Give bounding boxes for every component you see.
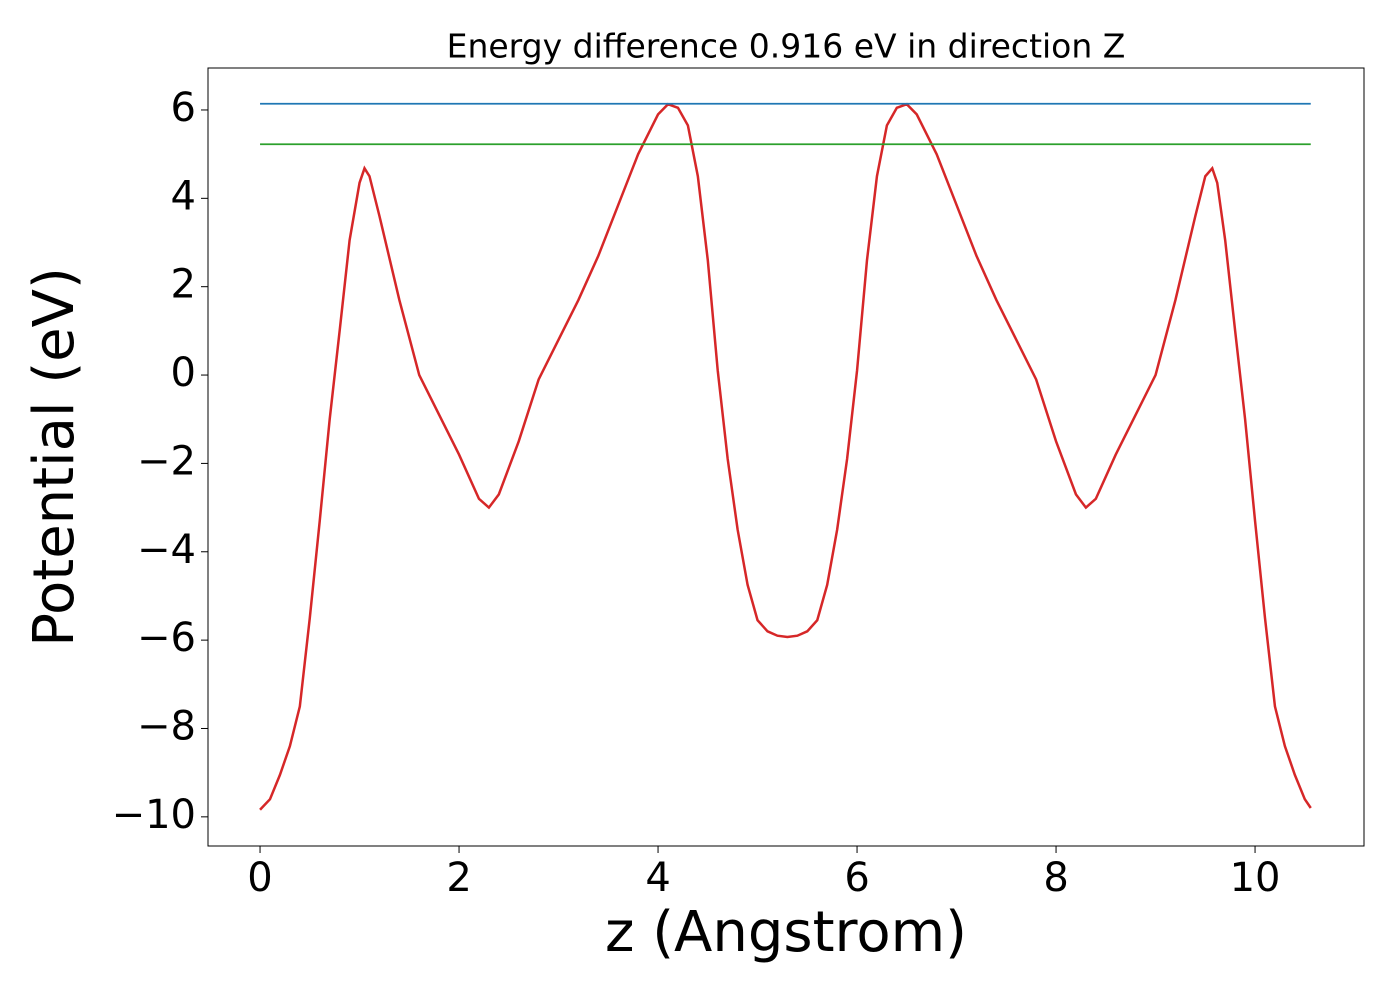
x-tick-label: 6 bbox=[844, 855, 869, 901]
chart-title: Energy difference 0.916 eV in direction … bbox=[447, 27, 1126, 66]
x-tick-label: 4 bbox=[645, 855, 670, 901]
y-tick-label: −2 bbox=[137, 438, 196, 484]
y-tick-label: −4 bbox=[137, 527, 196, 573]
y-axis-label: Potential (eV) bbox=[22, 267, 87, 647]
y-tick-label: −8 bbox=[137, 703, 196, 749]
x-tick-label: 2 bbox=[446, 855, 471, 901]
y-tick-label: 4 bbox=[171, 173, 196, 219]
y-tick-label: 6 bbox=[171, 85, 196, 131]
data-line bbox=[259, 102, 1312, 811]
y-tick-label: −6 bbox=[137, 615, 196, 661]
y-tick-label: 0 bbox=[171, 350, 196, 396]
plot-frame bbox=[207, 67, 1365, 847]
y-tick-label: −10 bbox=[112, 792, 196, 838]
x-tick-label: 10 bbox=[1230, 855, 1281, 901]
y-tick-label: 2 bbox=[171, 262, 196, 308]
x-axis-label: z (Angstrom) bbox=[605, 900, 967, 965]
x-tick-label: 0 bbox=[247, 855, 272, 901]
x-tick-label: 8 bbox=[1043, 855, 1068, 901]
